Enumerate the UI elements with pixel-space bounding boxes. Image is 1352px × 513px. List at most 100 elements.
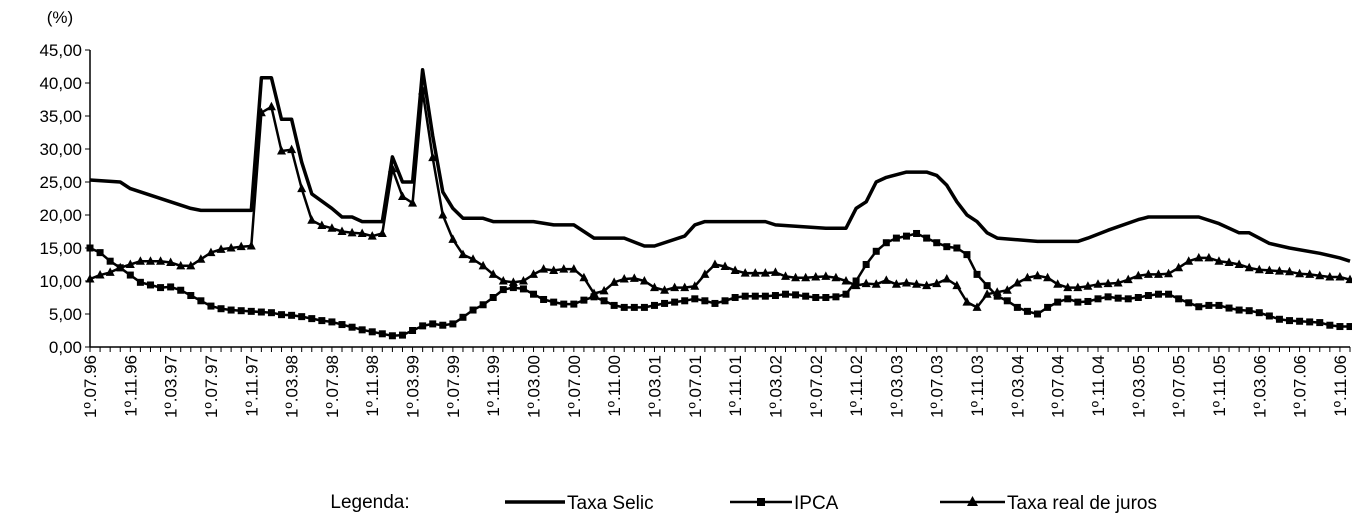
y-tick-label: 15,00 (39, 239, 82, 258)
data-point (671, 298, 679, 306)
data-point (529, 269, 539, 278)
x-tick-label: 1º.07.98 (323, 355, 342, 418)
legend-marker (757, 498, 765, 506)
data-point (105, 267, 115, 276)
data-point (1174, 262, 1184, 272)
data-point (1315, 270, 1325, 280)
data-point (569, 264, 579, 273)
data-point (1185, 299, 1193, 307)
data-point (146, 281, 154, 289)
data-point (136, 278, 144, 286)
legend: Legenda: Taxa Selic IPCA Taxa real de juros (330, 492, 1157, 513)
data-point (469, 306, 477, 314)
data-point (378, 330, 386, 338)
x-tick-label: 1º.11.99 (484, 355, 503, 417)
data-point (861, 278, 871, 288)
data-point (1254, 264, 1264, 274)
x-tick-label: 1º.11.06 (1331, 355, 1350, 417)
data-point (912, 279, 922, 288)
data-point (508, 277, 518, 286)
data-point (560, 300, 568, 308)
data-point (1023, 307, 1031, 315)
data-point (953, 244, 961, 252)
data-point (237, 307, 245, 315)
data-point (278, 311, 286, 319)
data-point (711, 299, 719, 307)
legend-item: Taxa real de juros (940, 493, 1157, 513)
data-point (256, 107, 266, 117)
data-point (337, 226, 347, 235)
data-point (186, 260, 196, 270)
data-point (338, 321, 346, 329)
data-point (216, 244, 226, 253)
data-point (1326, 321, 1334, 329)
data-point (266, 101, 276, 111)
data-point (629, 273, 639, 282)
data-point (197, 297, 205, 305)
data-point (1346, 323, 1352, 331)
data-point (206, 247, 216, 257)
data-point (549, 265, 559, 274)
data-point (518, 276, 528, 285)
data-point (298, 313, 306, 321)
series-taxa-selic (89, 68, 1351, 263)
data-point (1255, 309, 1263, 317)
data-point (479, 301, 487, 309)
x-tick-label: 1º.03.99 (404, 355, 423, 418)
data-point (187, 292, 195, 300)
data-point (1235, 306, 1243, 314)
data-point (740, 268, 750, 277)
data-point (95, 270, 105, 279)
data-point (1345, 274, 1352, 284)
data-point (1084, 297, 1092, 305)
data-point (680, 282, 690, 292)
legend-label: Taxa real de juros (1007, 493, 1157, 513)
data-point (226, 243, 236, 252)
data-point (1275, 315, 1283, 323)
data-point (952, 280, 962, 290)
data-point (760, 268, 770, 277)
data-point (126, 271, 134, 279)
data-point (1093, 279, 1103, 288)
x-tick-label: 1º.03.97 (162, 355, 181, 418)
data-point (1103, 278, 1113, 288)
x-tick-label: 1º.03.02 (766, 355, 785, 418)
data-point (247, 307, 255, 315)
data-point (770, 267, 780, 276)
data-point (176, 260, 186, 270)
data-point (832, 293, 840, 301)
data-point (489, 294, 497, 301)
data-point (923, 234, 931, 242)
data-point (851, 280, 861, 290)
data-point (750, 268, 760, 277)
data-point (488, 269, 498, 278)
data-point (145, 256, 155, 265)
data-point (347, 227, 357, 237)
data-point (1104, 293, 1112, 301)
data-point (1204, 252, 1214, 262)
data-point (1133, 270, 1143, 280)
y-axis-label: (%) (47, 8, 73, 27)
data-point (570, 300, 578, 308)
data-point (661, 299, 669, 307)
x-tick-label: 1º.11.02 (847, 355, 866, 417)
data-point (993, 292, 1001, 300)
data-point (499, 286, 507, 294)
data-point (1286, 317, 1294, 325)
x-tick-label: 1º.03.04 (1008, 355, 1027, 418)
data-point (933, 239, 941, 247)
y-tick-label: 35,00 (39, 107, 82, 126)
data-point (519, 285, 527, 293)
data-point (1285, 266, 1295, 276)
data-point (1033, 270, 1043, 280)
data-point (115, 262, 125, 272)
data-point (932, 278, 942, 288)
data-point (357, 228, 367, 237)
data-point (943, 243, 951, 251)
x-tick-label: 1º.07.03 (928, 355, 947, 418)
data-point (801, 272, 811, 282)
x-tick-label: 1º.07.99 (444, 355, 463, 418)
data-point (135, 256, 145, 265)
data-point (85, 274, 95, 283)
data-point (963, 251, 971, 259)
